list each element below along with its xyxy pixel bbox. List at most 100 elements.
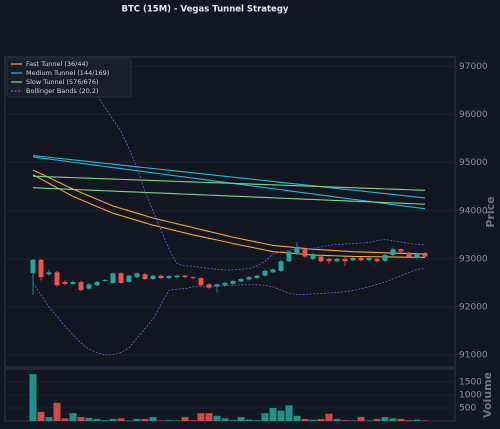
volume-bar bbox=[45, 417, 53, 421]
candle-body bbox=[126, 275, 132, 282]
candle-body bbox=[134, 273, 140, 278]
candle-body bbox=[30, 259, 36, 274]
candle-body bbox=[38, 259, 44, 278]
indicator-line bbox=[32, 268, 426, 356]
volume-bar bbox=[173, 420, 181, 421]
volume-bar bbox=[301, 418, 309, 421]
candle-body bbox=[198, 278, 204, 286]
legend-label: Slow Tunnel (576/676) bbox=[26, 78, 99, 86]
volume-bars bbox=[29, 374, 429, 421]
candle-body bbox=[102, 280, 108, 282]
candles bbox=[30, 242, 428, 295]
candle-body bbox=[350, 257, 356, 261]
volume-bar bbox=[101, 420, 109, 421]
candle-body bbox=[254, 275, 260, 279]
candle-body bbox=[398, 249, 404, 252]
chart-title: BTC (15M) - Vegas Tunnel Strategy bbox=[122, 5, 289, 15]
candle-body bbox=[310, 254, 316, 259]
volume-bar bbox=[117, 418, 125, 421]
y-tick-label: 91000 bbox=[459, 350, 488, 360]
volume-bar bbox=[373, 418, 381, 421]
volume-bar bbox=[125, 420, 133, 421]
indicator-line bbox=[32, 169, 426, 255]
candle-body bbox=[342, 258, 348, 262]
volume-bar bbox=[341, 420, 349, 421]
candle-body bbox=[110, 273, 116, 283]
indicator-line bbox=[70, 57, 426, 271]
volume-bar bbox=[277, 410, 285, 421]
volume-bar bbox=[165, 420, 173, 421]
volume-bar bbox=[325, 413, 333, 421]
volume-bar bbox=[381, 417, 389, 421]
candle-body bbox=[174, 275, 180, 278]
candle-body bbox=[182, 275, 188, 278]
volume-bar bbox=[365, 420, 373, 421]
candle-body bbox=[190, 277, 196, 279]
candle-body bbox=[238, 279, 244, 282]
volume-bar bbox=[149, 417, 157, 421]
legend-box bbox=[6, 58, 132, 98]
candle-body bbox=[54, 272, 60, 286]
volume-bar bbox=[229, 420, 237, 421]
volume-bar bbox=[269, 408, 277, 421]
y-tick-label: 1500 bbox=[459, 378, 482, 388]
candle-body bbox=[206, 284, 212, 288]
y-tick-label: 96000 bbox=[459, 110, 488, 120]
price-panel bbox=[4, 56, 456, 368]
volume-bar bbox=[221, 418, 229, 421]
candle-body bbox=[366, 257, 372, 261]
candle-body bbox=[278, 261, 284, 271]
volume-bar bbox=[141, 418, 149, 421]
volume-bar bbox=[61, 418, 69, 421]
y-tick-label: 93000 bbox=[459, 254, 488, 264]
volume-bar bbox=[349, 420, 357, 421]
candle-body bbox=[318, 256, 324, 262]
candle-body bbox=[334, 258, 340, 262]
volume-bar bbox=[77, 417, 85, 421]
y-tick-label: 94000 bbox=[459, 206, 488, 216]
candle-body bbox=[382, 255, 388, 261]
volume-bar bbox=[413, 419, 421, 421]
indicator-line bbox=[32, 154, 426, 199]
volume-bar bbox=[261, 413, 269, 421]
volume-bar bbox=[69, 413, 77, 421]
volume-bar bbox=[309, 419, 317, 421]
volume-bar bbox=[357, 417, 365, 421]
candle-body bbox=[70, 281, 76, 284]
candle-body bbox=[422, 253, 428, 257]
grid: 91000 92000 93000 94000 95000 96000 97000 500 10… bbox=[5, 62, 488, 414]
candle-body bbox=[390, 249, 396, 256]
volume-bar bbox=[333, 418, 341, 421]
volume-bar bbox=[397, 418, 405, 421]
legend: Fast Tunnel (36/44)Medium Tunnel (144/16… bbox=[6, 58, 132, 98]
candle-body bbox=[246, 277, 252, 280]
legend-label: Medium Tunnel (144/169) bbox=[26, 69, 109, 77]
volume-bar bbox=[53, 402, 61, 421]
volume-bar bbox=[93, 418, 101, 421]
candle-body bbox=[294, 246, 300, 255]
candle-body bbox=[46, 272, 52, 275]
volume-bar bbox=[197, 413, 205, 421]
candle-body bbox=[222, 282, 228, 286]
volume-bar bbox=[29, 374, 37, 421]
candle-body bbox=[142, 274, 148, 280]
y-axis-label: Price bbox=[484, 196, 497, 227]
candle-body bbox=[414, 254, 420, 258]
candle-body bbox=[150, 275, 156, 280]
y-tick-label: 92000 bbox=[459, 302, 488, 312]
indicator-line bbox=[32, 187, 426, 205]
volume-bar bbox=[245, 419, 253, 421]
volume-bar bbox=[405, 420, 413, 421]
volume-bar bbox=[213, 415, 221, 421]
volume-bar bbox=[285, 405, 293, 421]
candle-body bbox=[158, 275, 164, 279]
candle-body bbox=[86, 284, 92, 289]
candle-body bbox=[358, 257, 364, 261]
candle-body bbox=[326, 258, 332, 262]
candle-body bbox=[374, 258, 380, 262]
volume-bar bbox=[421, 420, 429, 421]
candle-body bbox=[78, 281, 84, 291]
volume-bar bbox=[37, 411, 45, 421]
volume-bar bbox=[253, 420, 261, 421]
indicator-line bbox=[32, 174, 426, 258]
